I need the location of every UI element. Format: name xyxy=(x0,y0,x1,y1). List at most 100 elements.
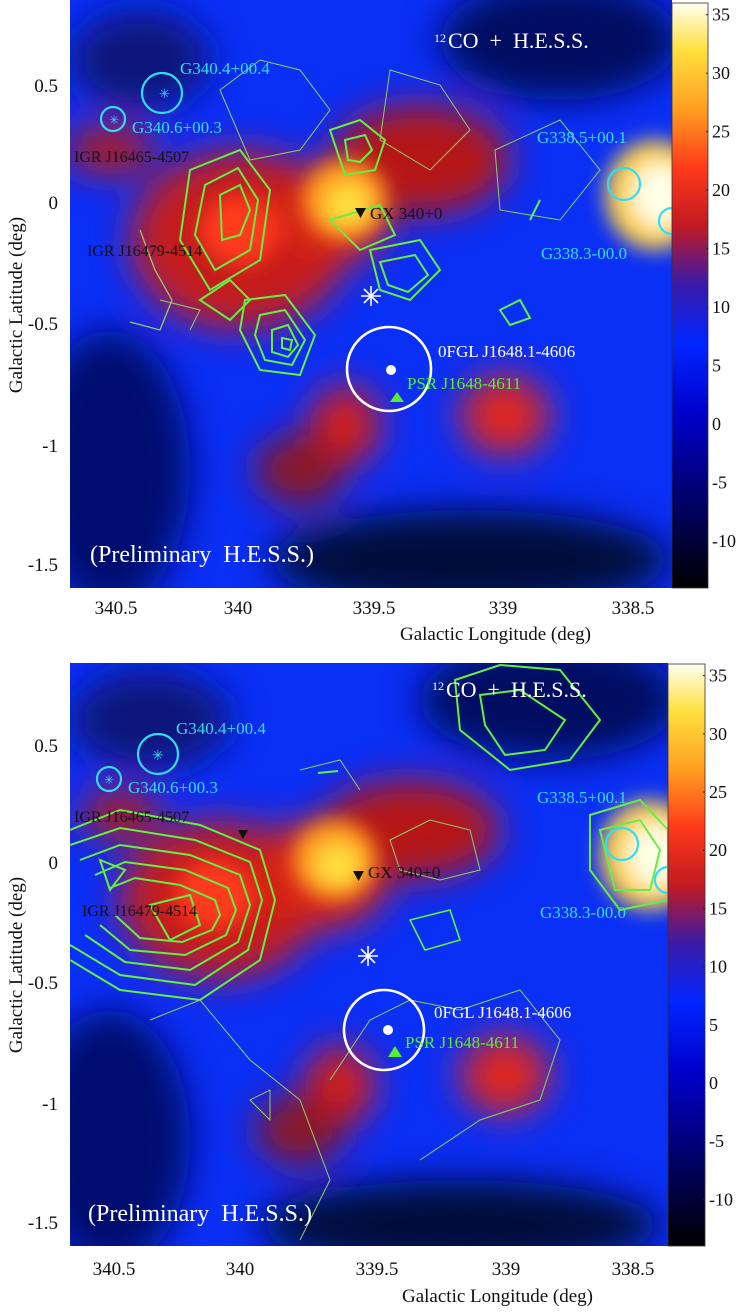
x-ticks-2: 340.5 340 339.5 339 338.5 xyxy=(93,1259,655,1280)
colorbar-tick-label: -10 xyxy=(709,1189,733,1209)
x-tick-label: 340.5 xyxy=(95,598,138,619)
heatmap-area-2 xyxy=(70,663,668,1246)
source-ring-g338-5 xyxy=(606,166,642,202)
fermi-dot-1 xyxy=(386,365,396,375)
colorbar-tick-label: 15 xyxy=(712,239,730,259)
x-tick-label: 340.5 xyxy=(93,1259,136,1280)
marker-label-psr: PSR J1648-4611 xyxy=(407,374,521,393)
y-tick-label: 0 xyxy=(49,853,59,874)
watermark-1: (Preliminary H.E.S.S.) xyxy=(90,542,314,568)
source-star-g340-6: ✳ xyxy=(109,113,119,127)
y-tick-label: -1 xyxy=(42,1094,58,1115)
x-ticks-1: 340.5 340 339.5 339 338.5 xyxy=(95,598,655,619)
watermark-2: (Preliminary H.E.S.S.) xyxy=(88,1201,312,1227)
unid-star-2 xyxy=(358,946,378,966)
x-tick-label: 340 xyxy=(226,1259,255,1280)
y-tick-label: 0.5 xyxy=(34,736,58,757)
fermi-dot-2 xyxy=(383,1025,393,1035)
colorbar-tick-label: 15 xyxy=(709,898,727,918)
marker-label-psr-2: PSR J1648-4611 xyxy=(405,1033,519,1052)
colorbar-tick-label: 30 xyxy=(712,63,730,83)
x-tick-label: 339.5 xyxy=(356,1259,399,1280)
colorbar-tick-label: 30 xyxy=(709,724,727,744)
title-superscript-1: 12 xyxy=(434,31,446,45)
y-tick-label: -1 xyxy=(42,436,58,457)
colorbar-tick-label: 20 xyxy=(712,180,730,200)
panel-2: ✳ G340.4+00.4 ✳ G340.6+00.3 G338.5+00.1 … xyxy=(6,663,733,1307)
marker-label-gx340: GX 340+0 xyxy=(370,204,442,223)
colorbar-ticks-1: 35 30 25 20 15 10 5 0 -5 -10 xyxy=(706,5,736,551)
source-label-g338-5-2: G338.5+00.1 xyxy=(537,788,627,807)
source-label-g338-3: G338.3-00.0 xyxy=(541,244,627,263)
heatmap-area-1 xyxy=(70,0,672,588)
contours-2 xyxy=(70,663,668,1241)
axes-1: 0.5 0 -0.5 -1 -1.5 340.5 340 339.5 339 3… xyxy=(6,76,654,645)
marker-label-igr-16479-2: IGR J16479-4514 xyxy=(82,903,197,920)
marker-label-igr-16465: IGR J16465-4507 xyxy=(74,149,189,166)
colorbar-1: 35 30 25 20 15 10 5 0 -5 -10 xyxy=(671,2,736,589)
axes-2: 0.5 0 -0.5 -1 -1.5 340.5 340 339.5 339 3… xyxy=(6,736,654,1307)
colorbar-tick-label: -5 xyxy=(709,1131,724,1151)
x-tick-label: 338.5 xyxy=(612,598,655,619)
colorbar-tick-label: -5 xyxy=(712,473,727,493)
colorbar-tick-label: 0 xyxy=(712,414,721,434)
x-tick-label: 339 xyxy=(492,1259,521,1280)
x-axis-label-1: Galactic Longitude (deg) xyxy=(400,624,591,645)
source-ring-g338-5-2 xyxy=(604,826,640,862)
source-label-g340-4-2: G340.4+00.4 xyxy=(176,719,266,738)
x-tick-label: 338.5 xyxy=(612,1259,655,1280)
x-axis-label-2: Galactic Longitude (deg) xyxy=(402,1286,593,1307)
marker-label-gx340-2: GX 340+0 xyxy=(368,863,440,882)
source-star-g340-4: ✳ xyxy=(159,86,170,101)
x-tick-label: 340 xyxy=(224,598,253,619)
colorbar-tick-label: -10 xyxy=(712,531,736,551)
y-tick-label: -0.5 xyxy=(28,973,58,994)
source-ring-g340-6 xyxy=(99,105,127,133)
chart-title-2: CO + H.E.S.S. xyxy=(446,677,587,702)
source-label-g340-6-2: G340.6+00.3 xyxy=(128,778,218,797)
source-label-g338-3-2: G338.3-00.0 xyxy=(540,903,626,922)
y-axis-label-1: Galactic Latitude (deg) xyxy=(6,217,27,393)
marker-label-0fgl: 0FGL J1648.1-4606 xyxy=(438,342,575,361)
y-tick-label: -1.5 xyxy=(28,555,58,576)
colorbar-tick-label: 5 xyxy=(712,356,721,376)
colorbar-tick-label: 5 xyxy=(709,1015,718,1035)
colorbar-ticks-2: 35 30 25 20 15 10 5 0 -5 -10 xyxy=(703,666,733,1209)
colorbar-tick-label: 35 xyxy=(712,5,730,25)
y-tick-label: 0 xyxy=(49,193,59,214)
y-tick-label: -1.5 xyxy=(28,1213,58,1234)
marker-label-0fgl-2: 0FGL J1648.1-4606 xyxy=(434,1003,571,1022)
source-ring-g340-4 xyxy=(140,71,184,115)
colorbar-tick-label: 35 xyxy=(709,666,727,686)
marker-label-igr-16465-2: IGR J16465-4507 xyxy=(74,809,189,826)
y-ticks-1: 0.5 0 -0.5 -1 -1.5 xyxy=(28,76,58,576)
gx340-triangle-1 xyxy=(355,208,366,218)
x-tick-label: 339.5 xyxy=(353,598,396,619)
colorbar-tick-label: 25 xyxy=(712,122,730,142)
y-tick-label: -0.5 xyxy=(28,314,58,335)
psr-triangle-1 xyxy=(390,392,404,402)
chart-title-1: CO + H.E.S.S. xyxy=(448,28,589,53)
marker-label-igr-16479: IGR J16479-4514 xyxy=(87,243,202,260)
source-ring-g340-4-2 xyxy=(136,732,180,776)
colorbar-2: 35 30 25 20 15 10 5 0 -5 -10 xyxy=(667,663,733,1247)
panel-1: ✳ G340.4+00.4 ✳ G340.6+00.3 G338.5+00.1 … xyxy=(6,0,736,645)
source-star-g340-4-2: ✳ xyxy=(152,749,164,764)
fermi-error-circle-2 xyxy=(342,988,426,1072)
y-ticks-2: 0.5 0 -0.5 -1 -1.5 xyxy=(28,736,58,1234)
title-superscript-2: 12 xyxy=(432,679,444,693)
gx340-triangle-2 xyxy=(353,871,364,881)
colorbar-tick-label: 20 xyxy=(709,840,727,860)
y-tick-label: 0.5 xyxy=(34,76,58,97)
psr-triangle-2 xyxy=(388,1046,402,1057)
annotations-2: ✳ G340.4+00.4 ✳ G340.6+00.3 G338.5+00.1 … xyxy=(74,677,683,1227)
fermi-error-circle-1 xyxy=(345,325,433,413)
source-ring-g340-6-2 xyxy=(95,765,123,793)
colorbar-tick-label: 10 xyxy=(712,297,730,317)
colorbar-tick-label: 0 xyxy=(709,1073,718,1093)
source-label-g338-5: G338.5+00.1 xyxy=(537,128,627,147)
source-label-g340-4: G340.4+00.4 xyxy=(180,59,270,78)
source-label-g340-6: G340.6+00.3 xyxy=(132,118,222,137)
x-tick-label: 339 xyxy=(489,598,518,619)
